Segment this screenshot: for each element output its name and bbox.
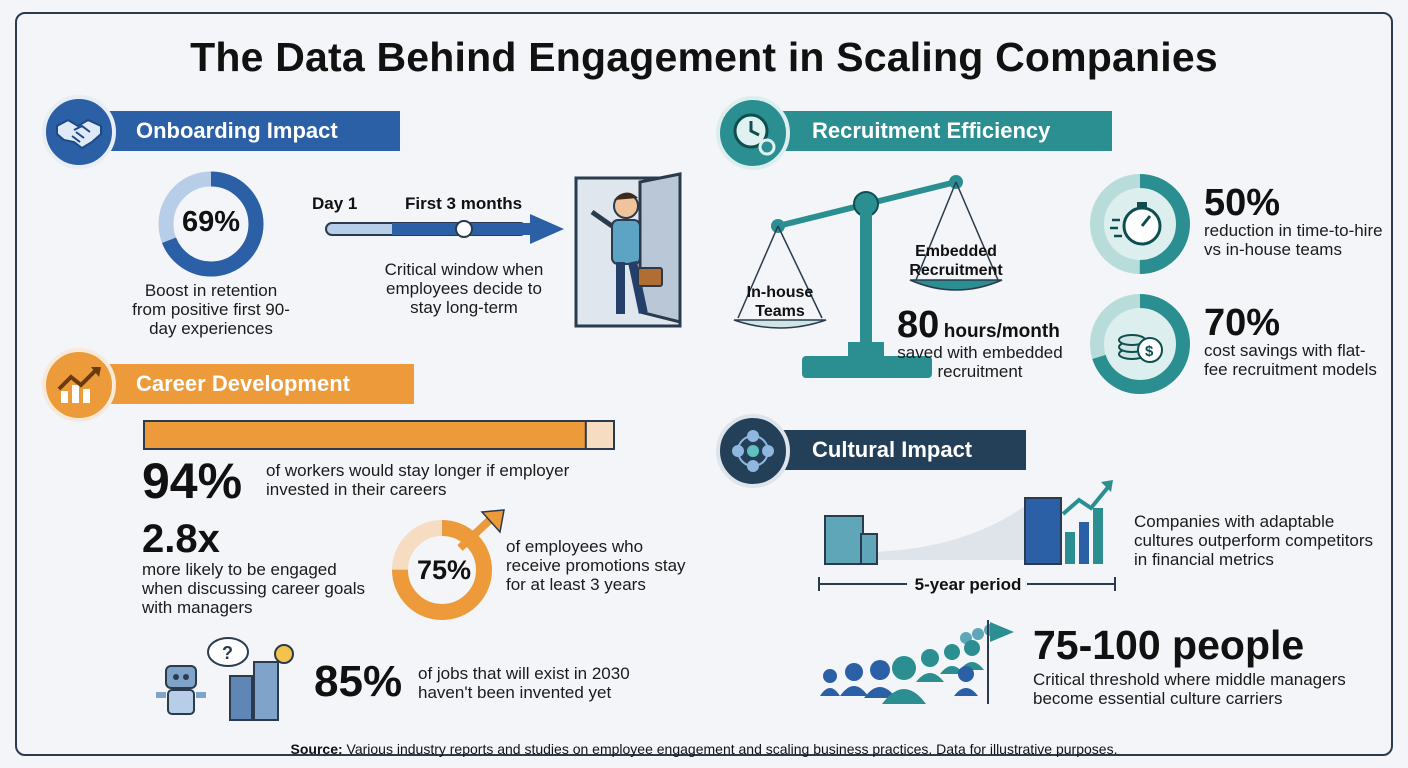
recruit-stat-70: 70%	[1204, 302, 1281, 344]
time-to-hire-donut	[1090, 174, 1190, 274]
employee-door-illustration	[574, 172, 682, 328]
recruit-stat-70-desc: cost savings with flat-fee recruitment m…	[1204, 341, 1377, 379]
onboarding-heading: Onboarding Impact	[136, 118, 338, 143]
culture-growth-desc: Companies with adaptable cultures outper…	[1134, 512, 1374, 569]
hours-unit: hours/month	[943, 321, 1060, 342]
infographic-frame	[15, 12, 1393, 756]
people-threshold-desc: Critical threshold where middle managers…	[1033, 670, 1346, 708]
timeline-desc: Critical window when employees decide to…	[384, 260, 544, 317]
career-stat-85: 85%	[314, 657, 403, 706]
onboarding-stat-desc: Boost in retention from positive first 9…	[132, 281, 290, 338]
career-stat-94-desc: of workers would stay longer if employer…	[266, 461, 570, 499]
career-stat-2-8x: 2.8x	[142, 517, 220, 561]
bubble-question: ?	[222, 643, 233, 663]
timeline-arrow	[325, 214, 564, 244]
source-note: Source: Various industry reports and stu…	[0, 741, 1408, 757]
onboarding-donut	[158, 171, 264, 277]
career-stat-85-desc: of jobs that will exist in 2030 haven't …	[418, 664, 630, 702]
promotion-donut	[392, 509, 505, 620]
growth-chart-icon	[42, 348, 116, 422]
recruitment-heading: Recruitment Efficiency	[812, 118, 1051, 143]
clock-gear-icon	[716, 96, 790, 170]
network-people-icon	[716, 414, 790, 488]
career-progress-bar	[143, 420, 615, 450]
culture-growth-chart	[818, 480, 1116, 594]
recruitment-banner: Recruitment Efficiency	[764, 111, 1112, 151]
culture-heading: Cultural Impact	[812, 437, 973, 462]
svg-text:$: $	[1145, 343, 1154, 360]
onboarding-stat: 69%	[181, 206, 241, 238]
recruit-stat-50: 50%	[1204, 182, 1281, 224]
career-banner: Career Development	[88, 364, 414, 404]
source-label: Source:	[290, 741, 343, 757]
scale-right-label: Embedded Recruitment	[909, 243, 1003, 279]
people-threshold-stat: 75-100 people	[1033, 622, 1305, 668]
career-stat-2-8x-desc: more likely to be engaged when discussin…	[142, 560, 366, 617]
hours-num: 80	[897, 304, 940, 346]
robot-city-illustration: ?	[156, 637, 294, 721]
balance-scale-illustration	[733, 175, 1003, 378]
handshake-icon	[42, 95, 116, 169]
cost-savings-donut: $	[1090, 294, 1190, 394]
hours-saved-number: 80 hours/month	[897, 304, 1060, 347]
scale-left-label: In-house Teams	[746, 284, 814, 320]
culture-banner: Cultural Impact	[764, 430, 1026, 470]
page-title: The Data Behind Engagement in Scaling Co…	[190, 34, 1218, 80]
hours-saved-desc: saved with embedded recruitment	[897, 343, 1063, 381]
career-heading: Career Development	[136, 371, 350, 396]
career-stat-94: 94%	[142, 453, 243, 509]
career-stat-75: 75%	[416, 555, 472, 585]
onboarding-banner: Onboarding Impact	[88, 111, 400, 151]
people-crowd-illustration	[820, 620, 1014, 704]
recruit-stat-50-desc: reduction in time-to-hire vs in-house te…	[1204, 221, 1383, 259]
career-stat-75-desc: of employees who receive promotions stay…	[506, 537, 686, 594]
source-text: Various industry reports and studies on …	[346, 741, 1118, 757]
five-year-period-label: 5-year period	[914, 575, 1022, 594]
timeline-start-label: Day 1	[312, 194, 358, 213]
timeline-mid-label: First 3 months	[405, 194, 523, 213]
